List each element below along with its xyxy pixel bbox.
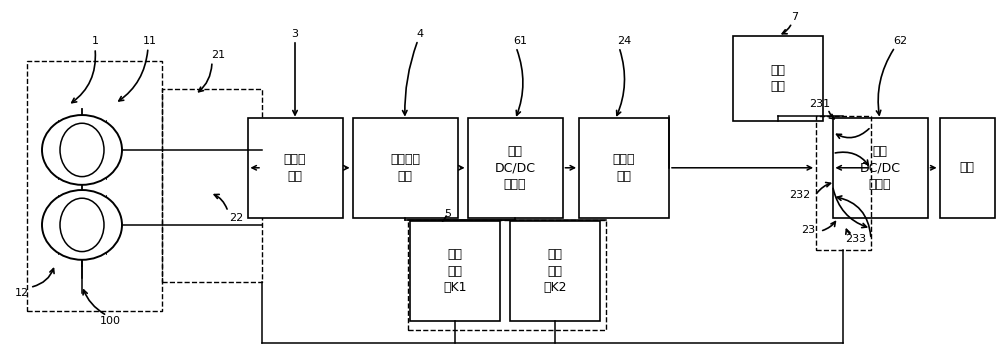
Text: 储能
模块: 储能 模块 — [770, 64, 786, 93]
Bar — [468, 118, 562, 218]
Text: 231: 231 — [809, 99, 831, 109]
Text: 100: 100 — [100, 316, 120, 326]
Bar — [510, 221, 600, 321]
Text: 22: 22 — [229, 213, 243, 223]
Text: 电压
继电
器K1: 电压 继电 器K1 — [443, 248, 467, 294]
Bar — [832, 118, 928, 218]
Ellipse shape — [60, 123, 104, 177]
Bar — [940, 118, 994, 218]
Bar — [733, 36, 823, 121]
Bar — [410, 221, 500, 321]
Bar — [816, 116, 871, 250]
Bar — [27, 61, 162, 311]
Text: 3: 3 — [292, 29, 298, 39]
Text: 62: 62 — [893, 36, 907, 46]
Text: 23: 23 — [801, 225, 815, 235]
Bar — [408, 220, 606, 330]
Text: 前端
DC/DC
降压器: 前端 DC/DC 降压器 — [494, 145, 536, 191]
Text: 21: 21 — [211, 50, 225, 60]
Text: 5: 5 — [444, 209, 452, 219]
Text: 24: 24 — [617, 36, 631, 46]
Text: 61: 61 — [513, 36, 527, 46]
Text: 整流滤波
模块: 整流滤波 模块 — [390, 153, 420, 182]
Text: 4: 4 — [416, 29, 424, 39]
Bar — [353, 118, 458, 218]
Text: 电流继
电器: 电流继 电器 — [613, 153, 635, 182]
Text: 防冲击
模块: 防冲击 模块 — [284, 153, 306, 182]
Bar — [162, 89, 262, 282]
Text: 12: 12 — [15, 288, 29, 298]
Text: 232: 232 — [789, 190, 811, 200]
Text: 7: 7 — [791, 12, 799, 22]
Bar — [248, 118, 342, 218]
Ellipse shape — [60, 198, 104, 252]
Text: 后端
DC/DC
稳压器: 后端 DC/DC 稳压器 — [860, 145, 900, 191]
Text: 1: 1 — [92, 36, 98, 46]
Ellipse shape — [42, 190, 122, 260]
Text: 11: 11 — [143, 36, 157, 46]
Text: 233: 233 — [845, 234, 867, 244]
Ellipse shape — [42, 115, 122, 185]
Text: 电压
继电
器K2: 电压 继电 器K2 — [543, 248, 567, 294]
Text: 负载: 负载 — [960, 161, 974, 174]
Bar — [579, 118, 669, 218]
